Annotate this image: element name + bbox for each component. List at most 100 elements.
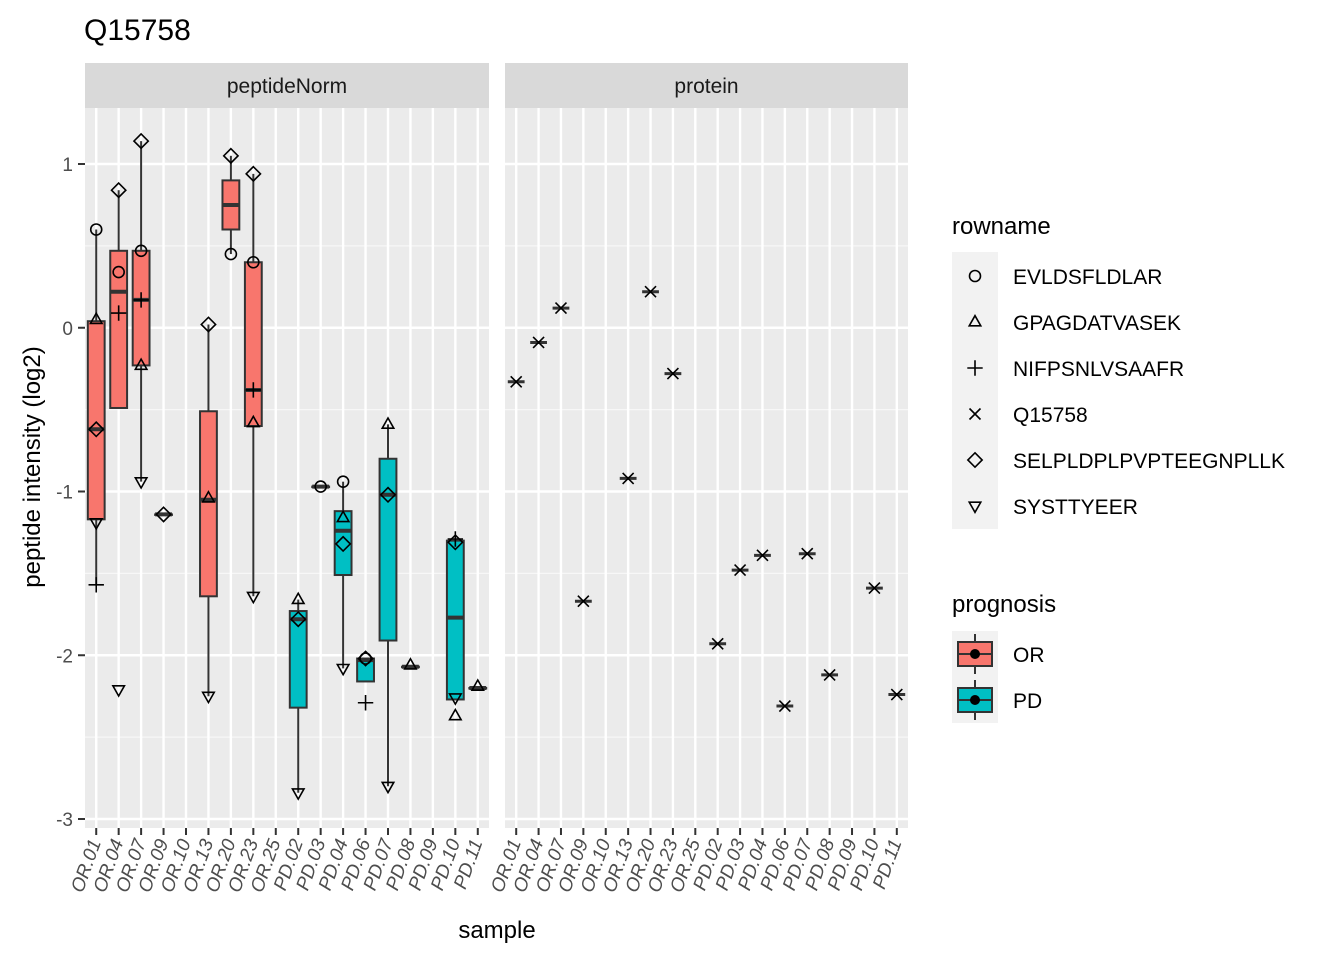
data-point bbox=[89, 311, 104, 325]
data-point bbox=[291, 591, 306, 605]
data-point bbox=[379, 486, 397, 504]
legend-keys-bg bbox=[952, 252, 998, 529]
data-point bbox=[711, 637, 724, 650]
data-point bbox=[510, 375, 523, 388]
legend-key-point bbox=[970, 695, 980, 705]
box-body bbox=[131, 249, 151, 367]
data-point bbox=[314, 480, 327, 493]
legend-label: Q15758 bbox=[1013, 404, 1088, 427]
box-OR.09 bbox=[154, 512, 173, 517]
data-point bbox=[778, 699, 791, 713]
data-point bbox=[201, 691, 216, 705]
x-axis-label: sample bbox=[458, 917, 535, 944]
legend-label: OR bbox=[1013, 644, 1045, 667]
data-point bbox=[644, 285, 657, 298]
data-point bbox=[554, 302, 568, 315]
legend-label: SELPLDPLPVPTEEGNPLLK bbox=[1013, 450, 1285, 473]
y-tick-label: -1 bbox=[56, 483, 73, 504]
data-point bbox=[448, 707, 463, 721]
data-point bbox=[111, 684, 126, 698]
legend-key-triangle bbox=[967, 314, 983, 327]
panel-peptideNorm: peptideNormOR.01OR.04OR.07OR.09OR.10OR.1… bbox=[67, 63, 489, 895]
data-point bbox=[88, 577, 104, 593]
data-point bbox=[890, 688, 903, 701]
data-point bbox=[112, 265, 125, 279]
data-point bbox=[289, 610, 307, 628]
data-point bbox=[133, 357, 149, 371]
data-point bbox=[335, 663, 351, 677]
box-PD.07 bbox=[378, 424, 398, 787]
data-point bbox=[133, 292, 149, 308]
data-point bbox=[357, 695, 374, 711]
box-OR.20 bbox=[221, 155, 241, 255]
legend: rowname EVLDSFLDLAR GPAGDATVASEK NIFPSNLVSA… bbox=[952, 213, 1285, 723]
y-tick-label: -3 bbox=[56, 810, 73, 831]
data-point bbox=[335, 509, 351, 523]
box-PD.08 bbox=[401, 664, 420, 669]
legend-label: EVLDSFLDLAR bbox=[1013, 266, 1162, 289]
data-point bbox=[132, 132, 150, 150]
box-PD.02 bbox=[288, 599, 308, 793]
legend-label: GPAGDATVASEK bbox=[1013, 312, 1181, 335]
data-point bbox=[247, 255, 260, 269]
data-point bbox=[246, 414, 261, 428]
data-point bbox=[470, 678, 485, 692]
data-point bbox=[222, 147, 240, 165]
box-body bbox=[109, 249, 129, 409]
legend-label: SYSTTYEER bbox=[1013, 496, 1138, 519]
data-point bbox=[380, 416, 396, 430]
data-point bbox=[357, 650, 374, 667]
data-point bbox=[89, 223, 103, 236]
legend-title-rowname: rowname bbox=[952, 213, 1051, 240]
data-point bbox=[336, 475, 350, 488]
data-point bbox=[532, 336, 545, 349]
legend-title-prognosis: prognosis bbox=[952, 591, 1056, 618]
data-point bbox=[622, 472, 635, 485]
box-PD.11 bbox=[468, 686, 488, 690]
box-PD.06 bbox=[356, 657, 375, 683]
y-axis: -3 -2 -1 0 1 bbox=[56, 155, 85, 831]
data-point bbox=[155, 506, 172, 523]
legend-key-circle bbox=[968, 269, 982, 283]
data-point bbox=[734, 564, 747, 577]
chart-title: Q15758 bbox=[84, 14, 191, 47]
data-point bbox=[245, 382, 262, 398]
legend-key-triangle-down bbox=[967, 501, 983, 514]
panels: peptideNormOR.01OR.04OR.07OR.09OR.10OR.1… bbox=[67, 63, 908, 895]
box-body bbox=[199, 410, 218, 598]
box-PD.10 bbox=[445, 539, 465, 701]
data-point bbox=[334, 535, 352, 553]
data-point bbox=[448, 693, 463, 706]
data-point bbox=[447, 531, 464, 547]
data-point bbox=[403, 657, 418, 670]
panel-strip bbox=[505, 63, 908, 108]
y-tick-label: 1 bbox=[62, 155, 73, 176]
data-point bbox=[110, 181, 127, 199]
data-point bbox=[447, 533, 464, 551]
panel-protein: proteinOR.01OR.04OR.07OR.09OR.10OR.13OR.… bbox=[487, 63, 908, 895]
data-point bbox=[359, 652, 372, 665]
data-point bbox=[577, 595, 590, 608]
data-point bbox=[756, 549, 769, 562]
box-body bbox=[378, 457, 398, 642]
panel-background bbox=[505, 108, 908, 828]
panel-strip bbox=[85, 63, 489, 108]
data-point bbox=[823, 668, 836, 681]
y-axis-label: peptide intensity (log2) bbox=[19, 346, 46, 587]
data-point bbox=[666, 367, 679, 380]
panel-strip-label: peptideNorm bbox=[227, 75, 347, 98]
legend-key-cross bbox=[968, 407, 982, 421]
data-point bbox=[134, 244, 148, 258]
data-point bbox=[380, 781, 396, 795]
data-point bbox=[246, 591, 261, 605]
legend-key-plus bbox=[967, 360, 983, 376]
legend-key-point bbox=[970, 649, 980, 659]
box-body bbox=[243, 261, 263, 427]
box-OR.13 bbox=[199, 324, 218, 697]
legend-label: PD bbox=[1013, 690, 1042, 713]
data-point bbox=[868, 582, 881, 595]
data-point bbox=[89, 517, 104, 531]
legend-label: NIFPSNLVSAAFR bbox=[1013, 358, 1184, 381]
legend-key-diamond bbox=[966, 451, 984, 469]
